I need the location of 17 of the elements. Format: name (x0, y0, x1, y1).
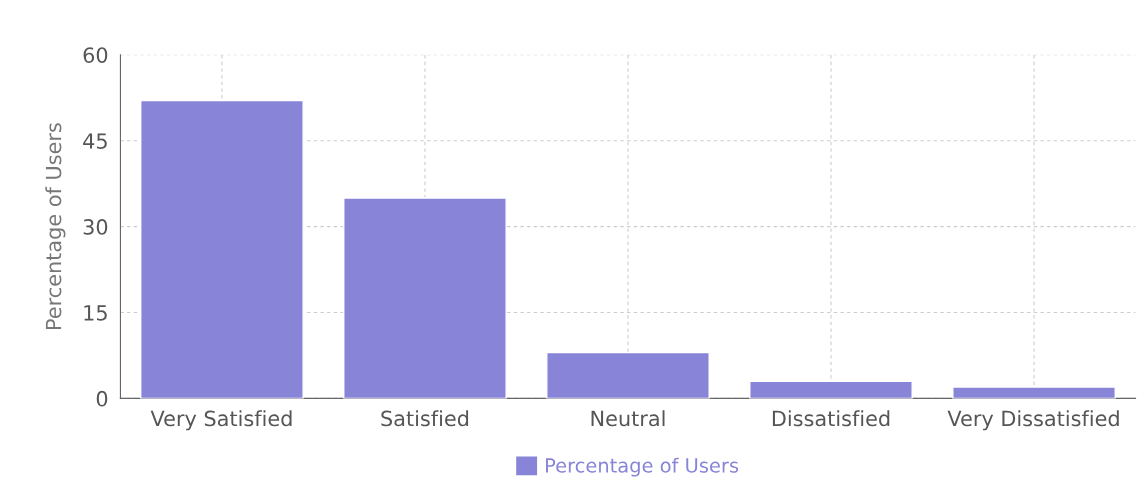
y-tick-label: 60 (83, 47, 108, 63)
y-tick-label: 15 (84, 305, 107, 321)
bar (343, 197, 507, 399)
x-tick-label: Neutral (591, 410, 665, 427)
y-tick-label: 0 (96, 390, 108, 407)
bar (140, 99, 304, 399)
x-tick-label: Very Dissatisfied (947, 410, 1119, 431)
y-axis-title: Percentage of Users (45, 123, 66, 329)
bar (749, 380, 913, 399)
y-tick-label: 30 (83, 219, 108, 235)
x-tick-label: Satisfied (381, 410, 469, 427)
legend-label: Percentage of Users (546, 457, 739, 477)
y-tick-label: 45 (83, 133, 107, 149)
bar (952, 386, 1116, 399)
bar (546, 351, 710, 399)
x-tick-label: Very Satisfied (150, 410, 292, 431)
x-tick-label: Dissatisfied (772, 410, 890, 427)
